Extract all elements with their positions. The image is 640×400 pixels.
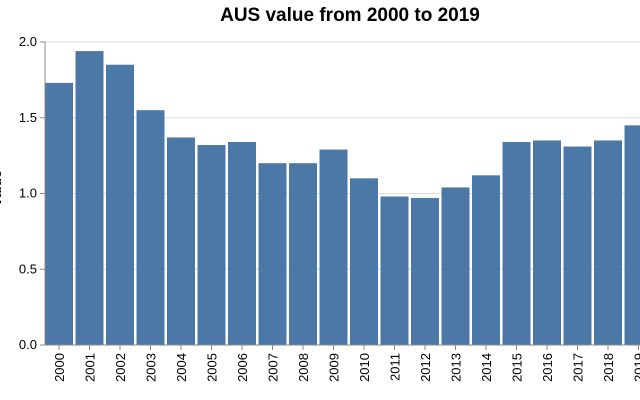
- x-tick-label: 2003: [144, 353, 159, 382]
- x-tick-label: 2012: [418, 353, 433, 382]
- bar-2014: [472, 175, 500, 345]
- x-tick-label: 2004: [174, 353, 189, 382]
- y-tick-label: 2.0: [19, 34, 37, 49]
- x-tick-label: 2005: [205, 353, 220, 382]
- x-tick-label: 2009: [327, 353, 342, 382]
- bar-2016: [533, 140, 561, 345]
- x-tick-label: 2011: [388, 353, 403, 381]
- bar-2017: [563, 146, 592, 345]
- x-tick-label: 2000: [52, 353, 67, 382]
- x-tick-label: 2007: [266, 353, 281, 382]
- x-tick-label: 2015: [510, 353, 525, 382]
- chart-title: AUS value from 2000 to 2019: [220, 5, 480, 26]
- y-tick-label: 1.5: [19, 110, 37, 125]
- y-tick-label: 1.0: [19, 186, 37, 201]
- bar-2015: [502, 141, 531, 345]
- bar-2010: [350, 178, 378, 345]
- bar-2000: [45, 82, 73, 345]
- bar-2007: [258, 163, 287, 345]
- x-tick-label: 2001: [83, 353, 98, 382]
- bar-2012: [411, 198, 439, 345]
- x-tick-label: 2008: [296, 353, 311, 382]
- x-tick-label: 2016: [540, 353, 555, 382]
- bar-2004: [167, 137, 195, 345]
- bar-2011: [380, 196, 409, 345]
- x-tick-label: 2010: [357, 353, 372, 382]
- x-tick-label: 2013: [449, 353, 464, 382]
- bar-2008: [289, 163, 317, 345]
- y-tick-label: 0.5: [19, 261, 37, 276]
- x-tick-label: 2002: [113, 353, 128, 382]
- bar-2006: [228, 141, 256, 345]
- bar-2001: [75, 51, 104, 346]
- y-tick-label: 0.0: [19, 337, 37, 352]
- x-tick-label: 2018: [601, 353, 616, 382]
- bar-2002: [106, 64, 134, 345]
- bar-2018: [594, 140, 622, 345]
- x-tick-label: 2017: [571, 353, 586, 382]
- bar-2009: [319, 149, 348, 345]
- x-tick-label: 2019: [632, 353, 640, 382]
- bar-2019: [624, 125, 640, 345]
- bar-2005: [197, 145, 226, 345]
- bar-2003: [136, 110, 165, 345]
- x-tick-label: 2014: [479, 353, 494, 382]
- x-tick-label: 2006: [235, 353, 250, 382]
- bar-2013: [441, 187, 470, 345]
